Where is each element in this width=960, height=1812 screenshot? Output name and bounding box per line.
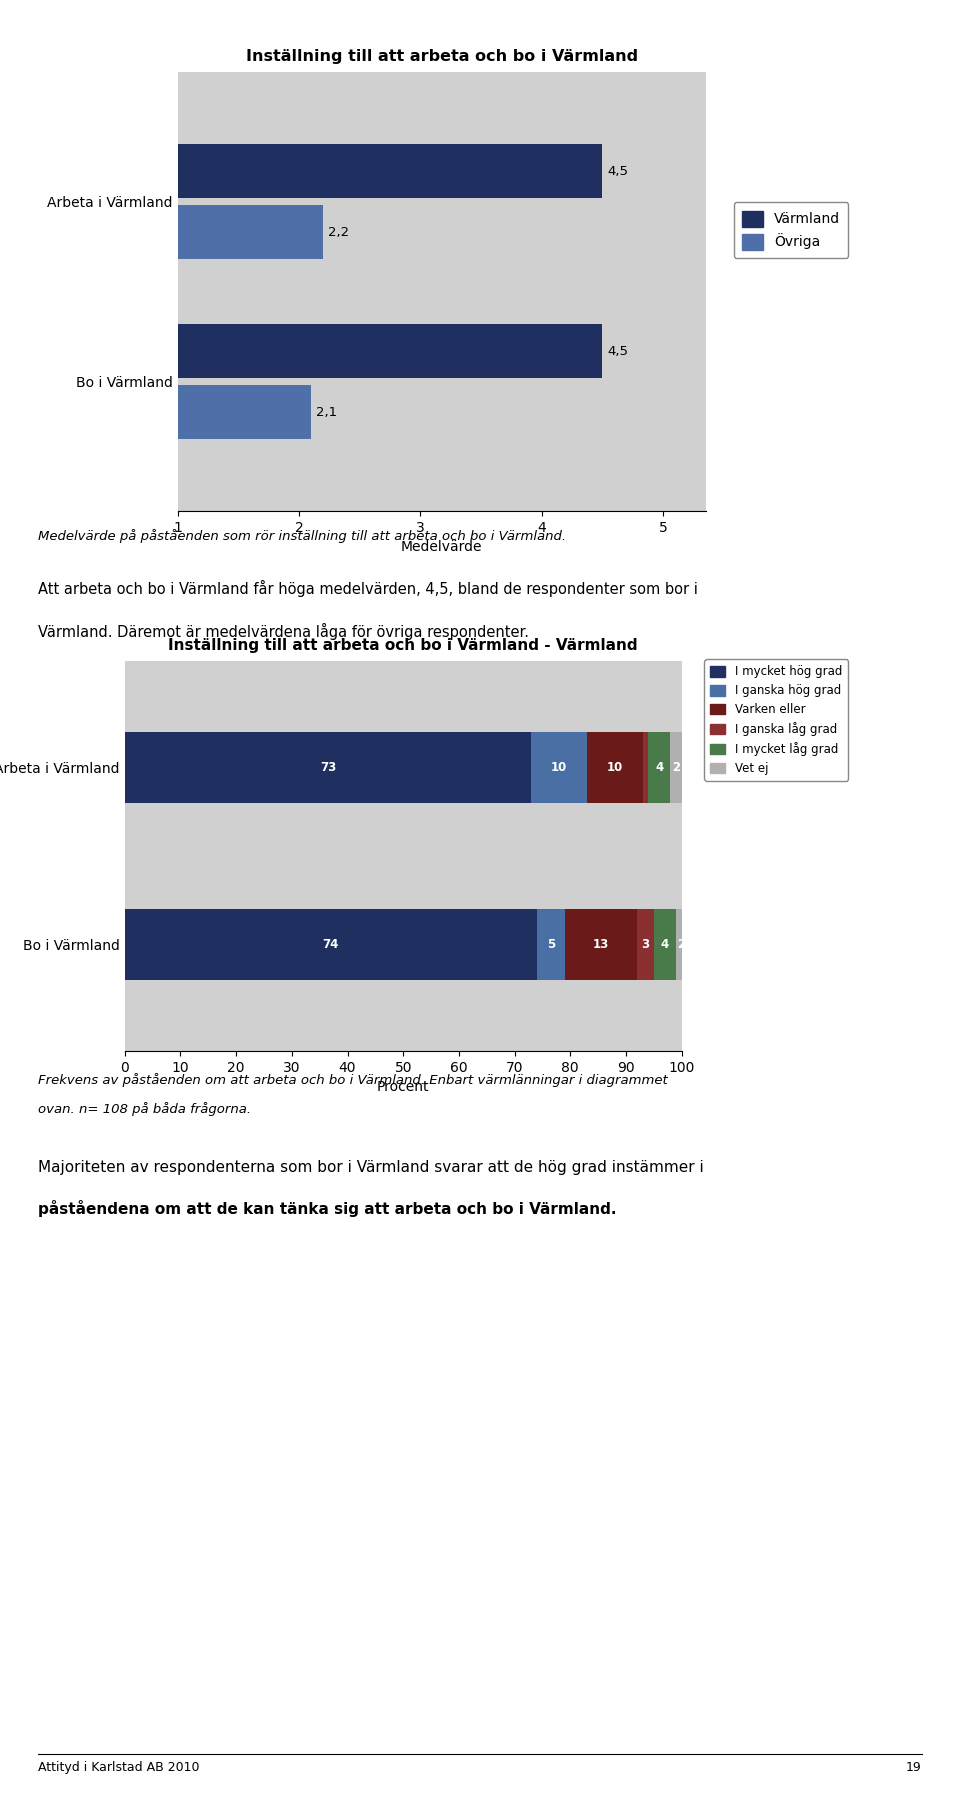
Text: ovan. n= 108 på båda frågorna.: ovan. n= 108 på båda frågorna.: [38, 1102, 252, 1116]
Text: 4,5: 4,5: [608, 344, 628, 357]
Text: 3: 3: [641, 939, 650, 951]
Text: 2: 2: [672, 761, 680, 774]
Text: Medelvärde på påståenden som rör inställning till att arbeta och bo i Värmland.: Medelvärde på påståenden som rör inställ…: [38, 529, 566, 544]
Bar: [125, 732, 531, 803]
Bar: [537, 910, 564, 980]
Text: 10: 10: [607, 761, 623, 774]
Text: Majoriteten av respondenterna som bor i Värmland svarar att de hög grad instämme: Majoriteten av respondenterna som bor i …: [38, 1160, 704, 1174]
Text: 5: 5: [546, 939, 555, 951]
Bar: [57, 205, 324, 259]
Text: 19: 19: [906, 1761, 922, 1774]
Bar: [670, 732, 682, 803]
Text: 4: 4: [656, 761, 663, 774]
Text: Attityd i Karlstad AB 2010: Attityd i Karlstad AB 2010: [38, 1761, 200, 1774]
Title: Inställning till att arbeta och bo i Värmland - Värmland: Inställning till att arbeta och bo i Vär…: [168, 638, 638, 654]
Bar: [637, 910, 654, 980]
Bar: [648, 732, 670, 803]
Bar: [564, 910, 637, 980]
Legend: Värmland, Övriga: Värmland, Övriga: [733, 203, 849, 259]
Title: Inställning till att arbeta och bo i Värmland: Inställning till att arbeta och bo i Vär…: [246, 49, 637, 65]
Bar: [642, 732, 648, 803]
Text: 74: 74: [323, 939, 339, 951]
Bar: [531, 732, 587, 803]
Text: 10: 10: [551, 761, 567, 774]
Legend: I mycket hög grad, I ganska hög grad, Varken eller, I ganska låg grad, I mycket : I mycket hög grad, I ganska hög grad, Va…: [705, 660, 849, 781]
Text: påståendena om att de kan tänka sig att arbeta och bo i Värmland.: påståendena om att de kan tänka sig att …: [38, 1200, 617, 1216]
X-axis label: Medelvärde: Medelvärde: [401, 540, 482, 554]
Text: 2: 2: [678, 939, 685, 951]
Text: 73: 73: [320, 761, 336, 774]
X-axis label: Procent: Procent: [377, 1080, 429, 1094]
Bar: [676, 910, 687, 980]
Bar: [57, 386, 311, 439]
Bar: [587, 732, 642, 803]
Text: 4,5: 4,5: [608, 165, 628, 178]
Text: 2,1: 2,1: [316, 406, 337, 419]
Text: Frekvens av påståenden om att arbeta och bo i Värmland. Enbart värmlänningar i d: Frekvens av påståenden om att arbeta och…: [38, 1073, 668, 1087]
Bar: [57, 324, 603, 379]
Bar: [57, 145, 603, 198]
Text: 2,2: 2,2: [328, 226, 349, 239]
Bar: [654, 910, 676, 980]
Text: Värmland. Däremot är medelvärdena låga för övriga respondenter.: Värmland. Däremot är medelvärdena låga f…: [38, 623, 529, 640]
Text: Att arbeta och bo i Värmland får höga medelvärden, 4,5, bland de respondenter so: Att arbeta och bo i Värmland får höga me…: [38, 580, 698, 596]
Text: 4: 4: [660, 939, 669, 951]
Text: 13: 13: [592, 939, 609, 951]
Bar: [125, 910, 537, 980]
